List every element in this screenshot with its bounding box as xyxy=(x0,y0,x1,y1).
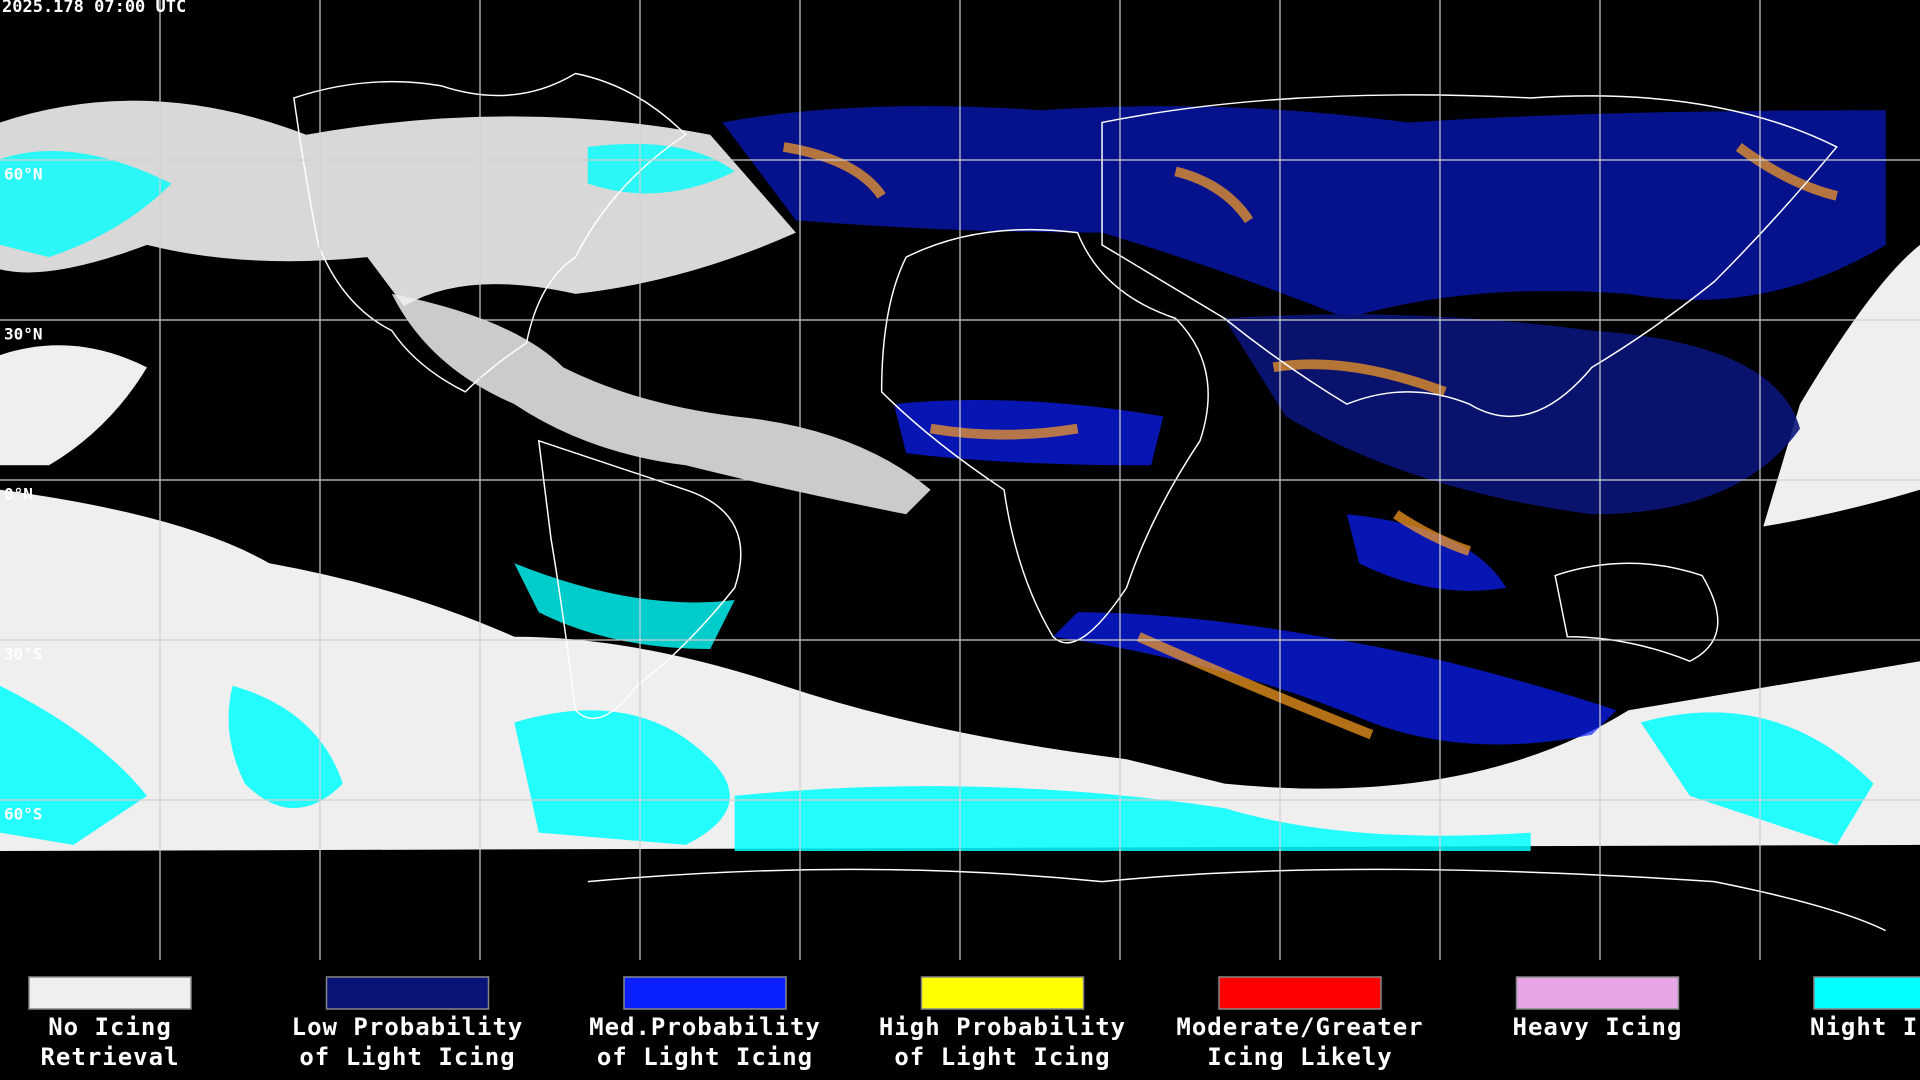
legend-swatch xyxy=(1813,976,1920,1010)
legend-label: No Icing xyxy=(48,1013,172,1041)
legend-label: Icing Likely xyxy=(1207,1043,1392,1071)
icing-streak xyxy=(782,142,1838,740)
night-icing-region xyxy=(0,143,735,649)
coastline xyxy=(293,72,1887,932)
legend-label: of Light Icing xyxy=(894,1043,1110,1071)
legend-label: Med.Probability xyxy=(589,1013,821,1041)
latitude-label: 30°S xyxy=(4,645,43,664)
timestamp: 2025.178 07:00 UTC xyxy=(2,0,186,17)
legend-label: Retrieval xyxy=(40,1043,179,1071)
latitude-label: 60°N xyxy=(4,165,43,184)
legend-label: High Probability xyxy=(879,1013,1126,1041)
legend-label: Heavy Icing xyxy=(1513,1013,1683,1041)
legend-swatch xyxy=(28,976,192,1010)
legend-label: Low Probability xyxy=(292,1013,524,1041)
cloud-region xyxy=(391,293,931,515)
latitude-label: 0°N xyxy=(4,485,33,504)
night-icing-region xyxy=(0,685,1874,852)
legend-label: Night Icing xyxy=(1810,1013,1920,1041)
cloud-region xyxy=(0,345,147,466)
icing-region xyxy=(1224,314,1801,515)
legend-label: of Light Icing xyxy=(597,1043,813,1071)
cloud-region xyxy=(1763,244,1920,527)
icing-region xyxy=(722,106,1886,319)
latitude-label: 30°N xyxy=(4,325,43,344)
cloud-layer xyxy=(0,72,1920,932)
legend-swatch xyxy=(1218,976,1382,1010)
latitude-label: 60°S xyxy=(4,805,43,824)
map: 60°N 30°N 0°N 30°S 60°S xyxy=(0,0,1920,960)
legend-label: of Light Icing xyxy=(299,1043,515,1071)
legend-swatch xyxy=(623,976,787,1010)
legend-label: Moderate/Greater xyxy=(1176,1013,1423,1041)
legend-swatch xyxy=(920,976,1085,1010)
legend-swatch xyxy=(1515,976,1680,1010)
legend-swatch xyxy=(325,976,490,1010)
